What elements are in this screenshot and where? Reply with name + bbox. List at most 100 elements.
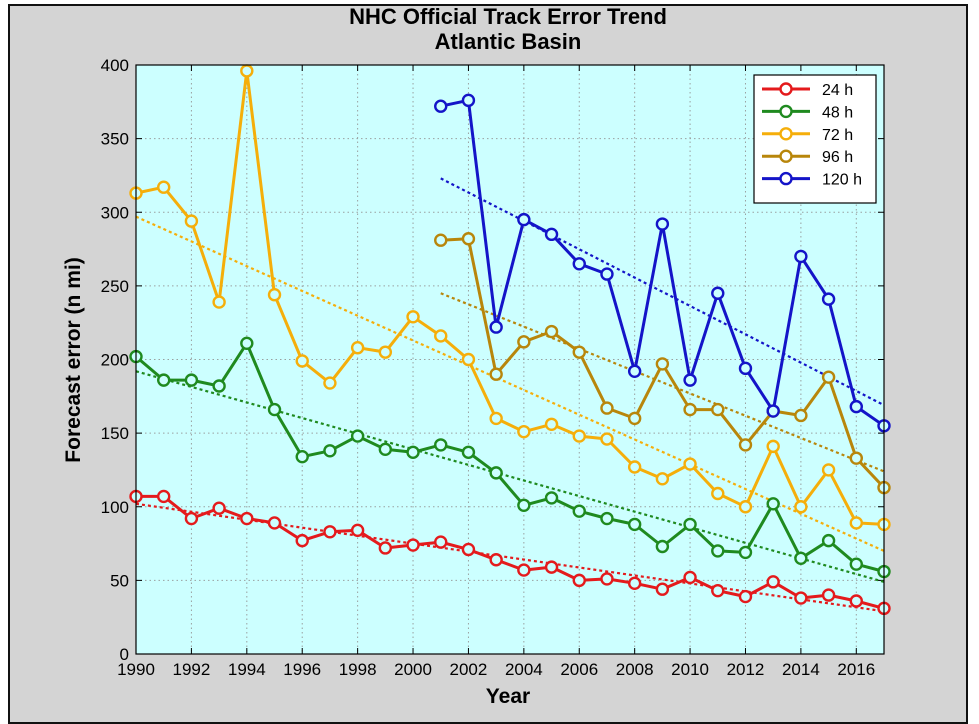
data-point-48h bbox=[849, 557, 863, 571]
legend-marker-120h bbox=[779, 171, 793, 186]
y-tick-label: 150 bbox=[101, 424, 129, 443]
data-point-48h bbox=[295, 449, 309, 464]
x-tick-label: 2012 bbox=[727, 660, 765, 679]
x-tick-label: 2002 bbox=[450, 660, 488, 679]
series-line-72h bbox=[135, 69, 885, 526]
data-point-72h bbox=[600, 432, 614, 446]
data-point-120h bbox=[794, 249, 808, 264]
data-point-48h bbox=[489, 466, 503, 480]
axis-ticks: 1990 1992 1994 1996 1998 2000 2002 2004 2006 2008… bbox=[101, 56, 884, 679]
data-point-72h bbox=[378, 345, 393, 359]
data-point-24h bbox=[766, 575, 780, 589]
data-point-120h bbox=[572, 257, 586, 271]
data-point-96h bbox=[434, 233, 448, 247]
chart-title: NHC Official Track Error Trend bbox=[349, 4, 667, 29]
x-tick-label: 2014 bbox=[782, 660, 820, 679]
data-point-96h bbox=[794, 408, 808, 423]
data-point-24h bbox=[738, 589, 753, 604]
data-point-120h bbox=[600, 267, 614, 281]
data-point-72h bbox=[738, 500, 753, 514]
x-axis-label: Year bbox=[486, 685, 530, 708]
data-point-96h bbox=[738, 438, 753, 452]
data-point-96h bbox=[517, 335, 531, 349]
y-tick-label: 0 bbox=[120, 645, 129, 664]
data-point-48h bbox=[517, 498, 531, 512]
data-point-72h bbox=[350, 341, 365, 355]
x-tick-label: 2000 bbox=[394, 660, 432, 679]
data-point-48h bbox=[821, 533, 836, 548]
data-point-48h bbox=[323, 444, 337, 458]
data-point-48h bbox=[434, 438, 448, 452]
data-point-48h bbox=[240, 336, 254, 351]
data-point-48h bbox=[378, 442, 393, 457]
data-point-120h bbox=[821, 292, 836, 306]
data-point-120h bbox=[544, 227, 559, 242]
data-point-48h bbox=[600, 511, 614, 526]
x-tick-label: 1992 bbox=[172, 660, 210, 679]
data-point-24h bbox=[711, 583, 725, 598]
data-point-24h bbox=[461, 542, 476, 557]
legend-label-120h: 120 h bbox=[822, 172, 862, 189]
data-point-96h bbox=[461, 232, 476, 246]
data-point-72h bbox=[655, 472, 670, 486]
trend-lines bbox=[135, 177, 885, 613]
data-point-120h bbox=[461, 93, 476, 108]
x-tick-label: 2016 bbox=[837, 660, 875, 679]
data-point-72h bbox=[627, 460, 642, 474]
data-point-120h bbox=[711, 286, 725, 300]
data-point-72h bbox=[406, 310, 420, 324]
data-point-72h bbox=[794, 500, 808, 514]
x-tick-label: 1998 bbox=[339, 660, 377, 679]
trend-line-72h bbox=[135, 215, 885, 552]
data-point-96h bbox=[600, 401, 614, 415]
data-point-96h bbox=[683, 402, 697, 417]
data-point-96h bbox=[572, 345, 586, 359]
data-point-48h bbox=[766, 497, 780, 511]
data-point-72h bbox=[821, 463, 836, 477]
data-point-48h bbox=[157, 373, 171, 387]
y-tick-label: 250 bbox=[101, 277, 129, 296]
data-point-96h bbox=[489, 367, 503, 381]
data-point-24h bbox=[240, 511, 254, 526]
data-point-72h bbox=[434, 329, 448, 343]
data-point-120h bbox=[683, 373, 697, 387]
trend-line-120h bbox=[440, 177, 885, 407]
series-lines bbox=[129, 64, 891, 616]
data-point-24h bbox=[212, 501, 226, 515]
x-tick-label: 1990 bbox=[117, 660, 155, 679]
y-axis-label: Forecast error (n mi) bbox=[62, 257, 85, 462]
data-point-72h bbox=[683, 457, 697, 471]
data-point-120h bbox=[517, 212, 531, 227]
legend-label-24h: 24 h bbox=[822, 82, 853, 99]
data-point-96h bbox=[849, 451, 863, 465]
data-point-24h bbox=[350, 523, 365, 538]
x-tick-label: 2010 bbox=[671, 660, 709, 679]
series-line-48h bbox=[135, 341, 885, 573]
data-point-24h bbox=[378, 541, 393, 555]
data-point-72h bbox=[295, 354, 309, 368]
data-point-24h bbox=[655, 582, 670, 596]
legend: 24 h 48 h 72 h 96 h 120 h bbox=[753, 74, 877, 204]
data-point-72h bbox=[157, 180, 171, 194]
x-tick-label: 1994 bbox=[228, 660, 266, 679]
data-point-24h bbox=[323, 525, 337, 539]
data-point-120h bbox=[738, 361, 753, 376]
data-point-72h bbox=[240, 64, 254, 78]
data-point-24h bbox=[849, 594, 863, 608]
data-point-24h bbox=[157, 489, 171, 504]
data-point-120h bbox=[849, 399, 863, 414]
data-point-24h bbox=[600, 572, 614, 586]
data-point-72h bbox=[489, 411, 503, 426]
x-tick-label: 2008 bbox=[616, 660, 654, 679]
data-point-24h bbox=[572, 573, 586, 588]
data-point-48h bbox=[350, 429, 365, 443]
data-point-48h bbox=[461, 445, 476, 459]
x-tick-label: 2004 bbox=[505, 660, 543, 679]
plot-border bbox=[135, 64, 885, 655]
data-point-48h bbox=[711, 544, 725, 558]
data-point-120h bbox=[489, 320, 503, 334]
data-point-96h bbox=[627, 411, 642, 426]
data-point-72h bbox=[849, 516, 863, 530]
